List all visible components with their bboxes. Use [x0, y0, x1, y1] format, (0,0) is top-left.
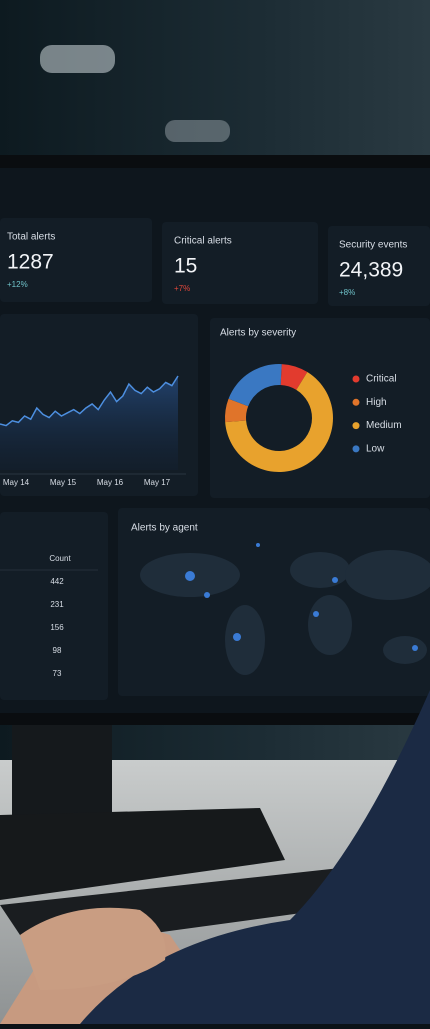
map-card [118, 508, 430, 696]
kpi-value: 1287 [7, 251, 54, 274]
legend-swatch [352, 375, 360, 383]
x-tick-label: May 17 [144, 478, 171, 487]
legend-label: Medium [366, 420, 402, 431]
legend-swatch [352, 398, 360, 406]
trend-line [0, 375, 179, 427]
kpi-value: 24,389 [339, 259, 403, 282]
table-cell: 98 [53, 646, 62, 655]
hand [20, 907, 166, 990]
arm [80, 690, 430, 1024]
legend-label: High [366, 397, 387, 408]
table-cell: 73 [53, 669, 62, 678]
kpi-card [162, 222, 318, 304]
kpi-card [0, 218, 152, 302]
legend-swatch [352, 422, 360, 430]
kpi-label: Total alerts [7, 232, 55, 243]
table-card [0, 512, 108, 700]
ceiling-light [165, 120, 230, 142]
stand-base [0, 808, 285, 900]
donut-segment [224, 398, 249, 423]
legend-label: Low [366, 444, 385, 455]
legend-label: Critical [366, 374, 397, 385]
trend-area [0, 376, 178, 470]
kpi-value: 15 [174, 255, 197, 278]
table-header: Count [49, 554, 71, 563]
kpi-change: +12% [7, 280, 28, 289]
chart-title: Alerts by severity [220, 328, 296, 339]
x-tick-label: May 15 [50, 478, 77, 487]
monitor-stand [12, 720, 112, 830]
x-tick-label: May 14 [3, 478, 30, 487]
kpi-change: +7% [174, 284, 190, 293]
table-cell: 156 [50, 623, 64, 632]
kpi-label: Critical alerts [174, 236, 232, 247]
kpi-label: Security events [339, 240, 407, 251]
kpi-card [328, 226, 430, 306]
donut-segment [228, 364, 282, 407]
donut-segment [280, 364, 308, 390]
legend-swatch [352, 445, 360, 453]
chart-title: Alerts by agent [131, 523, 198, 534]
donut-segment [225, 372, 333, 472]
table-cell: 442 [50, 577, 64, 586]
ceiling-light [40, 45, 115, 73]
x-tick-label: May 16 [97, 478, 124, 487]
kpi-change: +8% [339, 288, 355, 297]
world-map [140, 543, 430, 675]
table-cell: 231 [50, 600, 64, 609]
